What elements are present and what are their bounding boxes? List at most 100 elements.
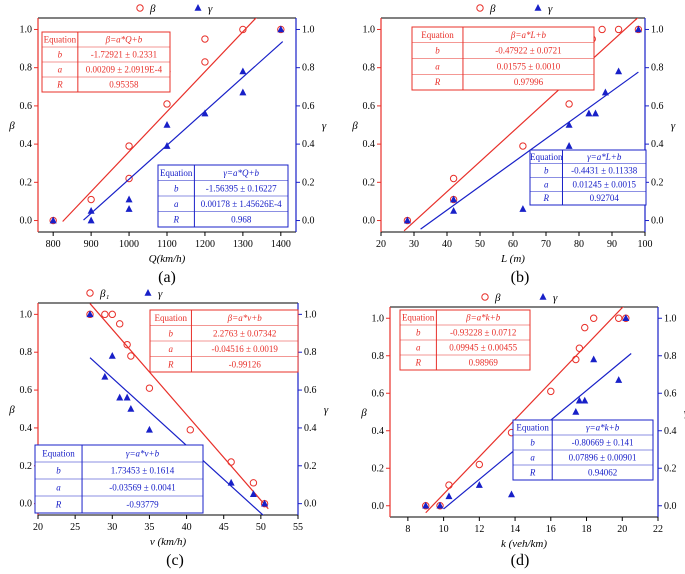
fit-line-gamma: [89, 357, 264, 515]
data-point-gamma: [585, 109, 593, 117]
data-point-beta: [186, 426, 194, 434]
x-tick-label: 20: [376, 239, 386, 250]
fit-line-beta: [89, 303, 269, 510]
fit-line-beta: [62, 18, 257, 222]
y-tick-label-left: 0.8: [20, 63, 33, 74]
table-key: a: [174, 199, 179, 209]
y-tick-label-right: 0.8: [304, 347, 317, 358]
data-point-beta: [519, 142, 527, 150]
fit-table-gamma: Equation γ=a*L+b b -0.4431 ± 0.11338 a 0.0124…: [529, 149, 647, 206]
chart-panel-2: 20 30 40 50 60 70 80 90 100 0.0 0.0 0.2 0.2 0.4 0.4 0.6…: [351, 3, 676, 286]
data-point-gamma: [249, 490, 257, 497]
data-point-gamma: [277, 25, 285, 33]
y-tick-label-right: 0.0: [304, 499, 317, 510]
data-point-gamma: [622, 314, 630, 322]
y-tick-label-left: 0.2: [20, 461, 33, 472]
table-value: -0.93779: [126, 500, 159, 510]
table-value: γ=a*k+b: [586, 423, 620, 433]
y-axis-label-left: β: [8, 120, 15, 132]
y-axis-label-right: γ: [684, 407, 685, 419]
x-tick-label: 16: [546, 524, 556, 535]
table-value: 0.01245 ± 0.0015: [573, 179, 637, 189]
y-tick-label-right: 0.2: [651, 177, 664, 188]
legend-marker-beta: [86, 289, 94, 297]
table-key: a: [168, 344, 173, 354]
y-tick-label-right: 0.6: [304, 385, 317, 396]
legend-marker-beta: [136, 4, 144, 12]
chart-panel-4: 8 10 12 14 16 18 20 22 0.0 0.0 0.2 0.2 0.4 0.4 0.6 0.6 0…: [360, 292, 685, 569]
y-tick-label-right: 0.6: [664, 388, 677, 399]
y-tick-label-right: 0.0: [302, 216, 315, 227]
data-point-gamma: [601, 88, 609, 96]
data-point-beta: [445, 481, 453, 489]
y-tick-label-right: 1.0: [302, 24, 315, 35]
data-point-gamma: [116, 393, 124, 401]
y-tick-label-left: 0.2: [20, 177, 33, 188]
y-tick-label-left: 1.0: [372, 313, 385, 324]
fit-table-beta: Equation β=a*L+b b -0.47922 ± 0.0721 a 0.0157…: [411, 26, 595, 91]
panel-caption: (c): [166, 552, 184, 569]
y-tick-label-left: 1.0: [20, 309, 33, 320]
data-point-gamma: [436, 501, 444, 509]
table-key: b: [174, 183, 179, 193]
x-tick-label: 25: [70, 522, 80, 533]
data-point-beta: [589, 314, 598, 322]
data-point-gamma: [127, 405, 135, 412]
y-tick-label-left: 0.4: [372, 426, 385, 437]
x-tick-label: 1400: [271, 239, 291, 250]
data-point-gamma: [450, 195, 458, 203]
table-key: R: [172, 214, 179, 224]
panel-caption: (b): [511, 269, 530, 286]
table-value: 0.00178 ± 1.45626E-4: [201, 199, 282, 209]
y-tick-label-right: 1.0: [651, 24, 664, 35]
y-tick-label-left: 0.6: [363, 101, 376, 112]
data-point-gamma: [572, 408, 580, 415]
table-key: b: [530, 438, 535, 448]
table-value: 2.2763 ± 0.07342: [213, 328, 276, 338]
legend-label: β₁: [99, 288, 109, 300]
y-tick-label-right: 0.8: [651, 63, 664, 74]
table-value: 0.09945 ± 0.00455: [449, 343, 517, 353]
data-point-gamma: [239, 88, 247, 96]
table-value: -1.56395 ± 0.16227: [206, 183, 277, 193]
y-tick-label-left: 0.2: [363, 177, 376, 188]
y-tick-label-left: 0.0: [20, 499, 33, 510]
y-tick-label-right: 0.2: [664, 463, 677, 474]
table-value: 0.01575 ± 0.0010: [497, 61, 561, 71]
y-axis-label-left: β: [360, 407, 367, 419]
data-point-gamma: [49, 216, 57, 224]
data-point-gamma: [123, 393, 131, 401]
table-value: γ=a*L+b: [587, 152, 622, 162]
y-axis-label-left: β: [351, 120, 358, 132]
table-key: a: [58, 65, 63, 75]
y-tick-label-left: 0.6: [20, 101, 33, 112]
x-tick-label: 45: [219, 522, 229, 533]
data-point-beta: [145, 384, 154, 392]
data-point-beta: [572, 355, 580, 364]
y-tick-label-left: 1.0: [20, 24, 33, 35]
y-axis-label-left: β: [8, 404, 15, 416]
table-key: a: [530, 453, 535, 463]
table-key: R: [55, 500, 62, 510]
y-tick-label-right: 0.4: [302, 139, 315, 150]
data-point-beta: [116, 320, 124, 328]
x-tick-label: 1300: [233, 239, 253, 250]
table-key: R: [542, 193, 549, 203]
panel-caption: (a): [158, 269, 176, 286]
x-tick-label: 800: [46, 239, 61, 250]
data-point-beta: [201, 35, 209, 43]
fit-table-beta: Equation β=a*Q+b b -1.72921 ± 0.2331 a 0.0020…: [41, 31, 171, 93]
legend-marker-gamma: [194, 4, 202, 11]
x-tick-label: 50: [256, 522, 266, 533]
table-key: R: [56, 80, 63, 90]
table-value: β=a*L+b: [510, 30, 547, 40]
x-tick-label: 1200: [195, 239, 215, 250]
table-value: γ=a*Q+b: [223, 168, 259, 178]
data-point-beta: [598, 25, 606, 34]
data-point-gamma: [615, 67, 623, 75]
data-point-gamma: [565, 121, 573, 128]
table-key: R: [434, 77, 441, 87]
data-point-gamma: [581, 396, 589, 404]
data-point-gamma: [634, 25, 642, 33]
y-tick-label-left: 0.6: [372, 388, 385, 399]
